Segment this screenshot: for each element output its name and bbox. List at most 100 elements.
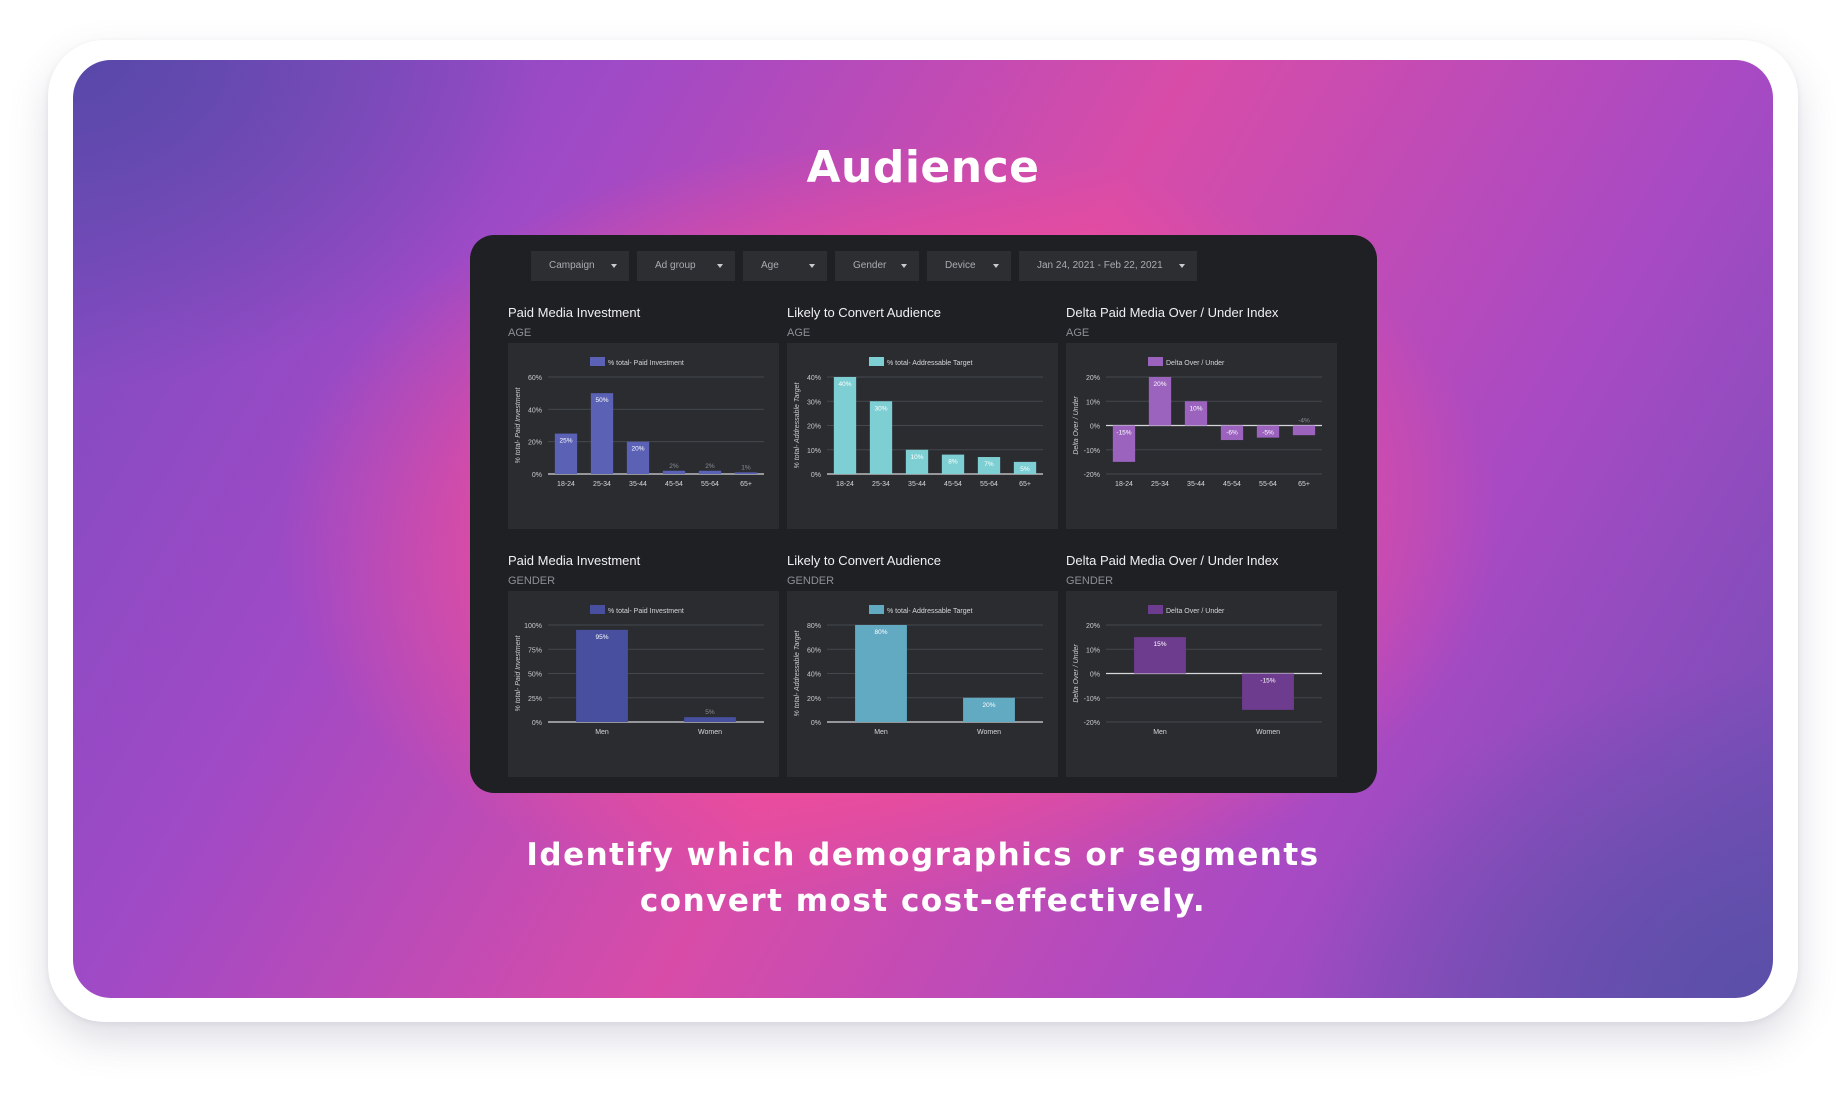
data-label: 50%: [595, 397, 608, 404]
filter-age[interactable]: Age: [743, 251, 827, 281]
data-label: 5%: [1020, 466, 1030, 473]
chart-delta-age: Delta Over / Under Delta Over / Under -20%…: [1066, 343, 1337, 529]
filter-label: Device: [945, 260, 976, 271]
data-label: -15%: [1116, 430, 1131, 437]
data-label: 80%: [874, 629, 887, 636]
y-axis-label: % total- Paid Investment: [515, 635, 522, 712]
bar: [977, 457, 1001, 474]
panel-title: Likely to Convert Audience: [787, 553, 941, 568]
bar-chart: % total- Addressable Target % total- Addr…: [794, 357, 1043, 488]
data-label: 7%: [984, 461, 994, 468]
panel-subtitle: GENDER: [508, 575, 556, 587]
data-label: 1%: [741, 464, 751, 471]
filter-campaign[interactable]: Campaign: [531, 251, 629, 281]
bar: [855, 625, 907, 722]
filter-label: Campaign: [549, 260, 595, 271]
bar: [905, 449, 929, 474]
x-tick-label: 65+: [1019, 481, 1031, 488]
panel-subtitle: AGE: [787, 327, 811, 339]
y-tick-label: 40%: [807, 375, 821, 382]
filter-label: Ad group: [655, 260, 696, 271]
x-tick-label: 18-24: [836, 481, 854, 488]
data-label: -5%: [1262, 430, 1274, 437]
bar: [1184, 401, 1208, 426]
legend-swatch: [1148, 605, 1163, 614]
filter-label: Gender: [853, 260, 887, 271]
y-tick-label: 0%: [532, 720, 542, 727]
y-tick-label: 20%: [528, 440, 542, 447]
x-tick-label: 25-34: [872, 481, 890, 488]
data-label: -15%: [1260, 678, 1275, 685]
filter-date-range[interactable]: Jan 24, 2021 - Feb 22, 2021: [1019, 251, 1197, 281]
y-axis-label: % total- Addressable Target: [794, 630, 801, 717]
panel-title: Delta Paid Media Over / Under Index: [1066, 305, 1279, 320]
bar: [1148, 377, 1172, 426]
bar: [1013, 461, 1037, 474]
data-label: 20%: [982, 702, 995, 709]
dropdown-caret-icon: [717, 264, 723, 268]
x-tick-label: 45-54: [1223, 481, 1241, 488]
y-tick-label: 0%: [811, 720, 821, 727]
bar: [1256, 425, 1280, 438]
bar: [1220, 425, 1244, 441]
y-tick-label: 40%: [807, 672, 821, 679]
y-tick-label: -20%: [1084, 472, 1100, 479]
panel-title: Delta Paid Media Over / Under Index: [1066, 553, 1279, 568]
bar: [684, 717, 736, 722]
x-tick-label: Men: [1153, 729, 1167, 736]
caption: Identify which demographics or segments …: [73, 832, 1773, 924]
panel-subtitle: AGE: [1066, 327, 1090, 339]
bar: [734, 472, 758, 474]
legend-swatch: [1148, 357, 1163, 366]
bar-chart: Delta Over / Under Delta Over / Under -20%…: [1073, 357, 1322, 488]
date-range-label: Jan 24, 2021 - Feb 22, 2021: [1037, 260, 1163, 271]
bar: [869, 401, 893, 474]
caption-line-2: convert most cost-effectively.: [639, 883, 1207, 919]
x-tick-label: 55-64: [1259, 481, 1277, 488]
y-tick-label: 80%: [807, 623, 821, 630]
dropdown-caret-icon: [611, 264, 617, 268]
y-tick-label: 20%: [1086, 623, 1100, 630]
x-tick-label: 55-64: [980, 481, 998, 488]
data-label: 2%: [669, 463, 679, 470]
legend-swatch: [869, 605, 884, 614]
data-label: 8%: [948, 459, 958, 466]
legend-label: % total- Paid Investment: [608, 608, 684, 615]
y-tick-label: 100%: [524, 623, 542, 630]
caption-line-1: Identify which demographics or segments: [526, 837, 1320, 873]
x-tick-label: 65+: [740, 481, 752, 488]
legend-label: Delta Over / Under: [1166, 360, 1225, 367]
y-tick-label: 10%: [807, 448, 821, 455]
dropdown-caret-icon: [993, 264, 999, 268]
filter-gender[interactable]: Gender: [835, 251, 919, 281]
dashboard-screenshot: Campaign Ad group Age Gender Device Jan …: [470, 235, 1377, 793]
legend-label: % total- Addressable Target: [887, 360, 973, 367]
x-tick-label: 35-44: [908, 481, 926, 488]
data-label: 2%: [705, 463, 715, 470]
y-axis-label: Delta Over / Under: [1073, 644, 1080, 703]
x-tick-label: Men: [595, 729, 609, 736]
y-tick-label: 30%: [807, 399, 821, 406]
y-tick-label: -20%: [1084, 720, 1100, 727]
data-label: -6%: [1226, 430, 1238, 437]
page-title: Audience: [806, 142, 1040, 193]
legend-label: % total- Addressable Target: [887, 608, 973, 615]
hero-banner: Audience Campaign Ad group Age Gender De…: [73, 60, 1773, 998]
data-label: 95%: [595, 634, 608, 641]
x-tick-label: 35-44: [629, 481, 647, 488]
x-tick-label: 25-34: [1151, 481, 1169, 488]
y-tick-label: 60%: [807, 647, 821, 654]
filter-device[interactable]: Device: [927, 251, 1011, 281]
bar-chart: % total- Paid Investment % total- Paid In…: [515, 357, 764, 488]
y-axis-label: % total- Addressable Target: [794, 382, 801, 469]
panel-title: Paid Media Investment: [508, 305, 641, 320]
bar: [1134, 637, 1186, 674]
legend-swatch: [869, 357, 884, 366]
filter-ad-group[interactable]: Ad group: [637, 251, 735, 281]
data-label: 20%: [1153, 381, 1166, 388]
data-label: 25%: [559, 438, 572, 445]
bar: [833, 377, 857, 474]
panel-title: Likely to Convert Audience: [787, 305, 941, 320]
bar: [963, 697, 1015, 722]
chart-convert-gender: % total- Addressable Target % total- Addr…: [787, 591, 1058, 777]
